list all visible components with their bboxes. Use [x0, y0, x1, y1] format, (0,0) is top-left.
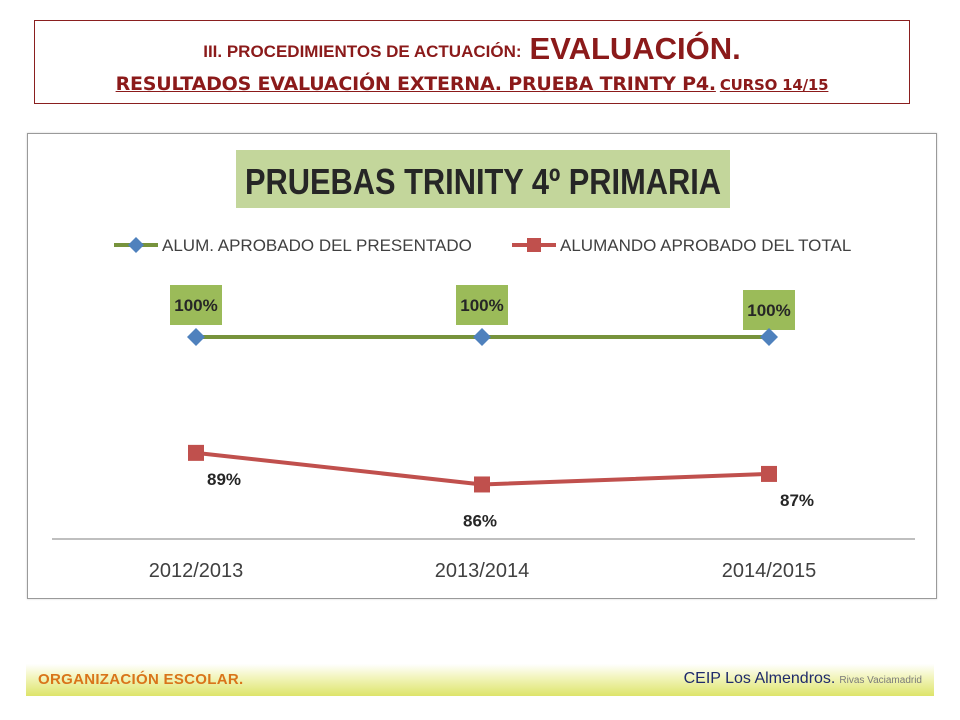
data-point-series-2 — [188, 444, 204, 461]
footer-location: Rivas Vaciamadrid — [839, 675, 922, 686]
data-label-box — [456, 285, 508, 325]
data-label-series-2: 89% — [207, 470, 241, 489]
x-tick-label: 2013/2014 — [435, 560, 530, 582]
footer-bar: ORGANIZACIÓN ESCOLAR. CEIP Los Almendros… — [26, 664, 934, 696]
section-heading: III. PROCEDIMIENTOS DE ACTUACIÓN: — [203, 42, 522, 61]
chart-title: PRUEBAS TRINITY 4º PRIMARIA — [245, 161, 721, 202]
line-chart: PRUEBAS TRINITY 4º PRIMARIA ALUM. APROBAD… — [52, 150, 915, 582]
results-heading: RESULTADOS EVALUACIÓN EXTERNA. PRUEBA TR… — [115, 73, 716, 95]
data-label-series-1: 100% — [747, 301, 790, 320]
legend-marker-series-2 — [527, 238, 541, 252]
footer-organization: ORGANIZACIÓN ESCOLAR. — [38, 671, 244, 688]
data-label-box — [743, 290, 795, 330]
header-box: III. PROCEDIMIENTOS DE ACTUACIÓN: EVALUAC… — [34, 20, 910, 104]
data-label-series-1: 100% — [460, 296, 503, 315]
data-point-series-2 — [474, 476, 490, 493]
data-label-box — [170, 285, 222, 325]
legend-label-series-2: ALUMANDO APROBADO DEL TOTAL — [560, 236, 851, 255]
course-label: CURSO 14/15 — [719, 76, 829, 94]
data-label-series-1: 100% — [174, 296, 217, 315]
legend-marker-series-1 — [128, 237, 144, 253]
data-label-series-2: 87% — [780, 491, 814, 510]
x-tick-label: 2014/2015 — [722, 560, 817, 582]
data-point-series-2 — [761, 465, 777, 482]
legend-label-series-1: ALUM. APROBADO DEL PRESENTADO — [162, 236, 472, 255]
data-point-series-1 — [473, 328, 491, 346]
footer-school: CEIP Los Almendros. Rivas Vaciamadrid — [684, 670, 922, 688]
header-line-1: III. PROCEDIMIENTOS DE ACTUACIÓN: EVALUAC… — [35, 31, 909, 67]
header-line-2: RESULTADOS EVALUACIÓN EXTERNA. PRUEBA TR… — [35, 73, 909, 95]
x-tick-label: 2012/2013 — [149, 560, 244, 582]
footer-school-name: CEIP Los Almendros. — [683, 670, 836, 687]
section-title: EVALUACIÓN. — [529, 31, 741, 66]
chart-frame: PRUEBAS TRINITY 4º PRIMARIA ALUM. APROBAD… — [27, 133, 937, 599]
data-point-series-1 — [187, 328, 205, 346]
data-point-series-1 — [760, 328, 778, 346]
data-label-series-2: 86% — [463, 511, 497, 530]
chart-title-box — [236, 150, 730, 208]
